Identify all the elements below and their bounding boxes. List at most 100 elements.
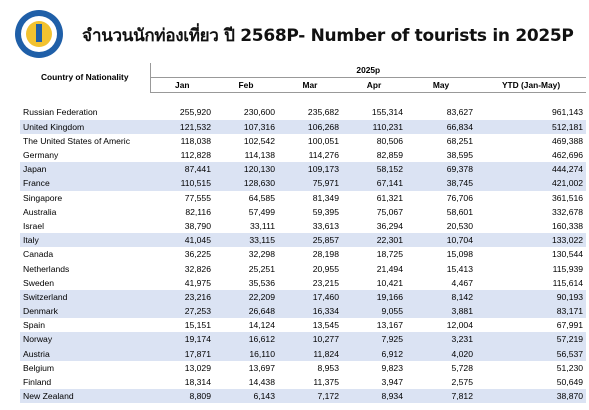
cell-value: 10,277: [278, 332, 342, 347]
row: The United States of Americ 118,038 102,54…: [20, 134, 586, 148]
cell-value: 82,116: [185, 206, 211, 217]
cell-value: 512,181: [476, 119, 587, 134]
cell-value: 5,728: [451, 362, 473, 373]
cell-value: 75,067: [376, 206, 403, 217]
country: The United States of Americ: [23, 135, 130, 146]
cell-value: 332,678: [551, 206, 584, 217]
cell-value: 15,413: [446, 263, 473, 274]
cell-value: 27,253: [150, 304, 214, 319]
cell-value: 13,697: [248, 362, 275, 373]
cell-value: 112,828: [180, 150, 211, 161]
cell-value: 61,321: [376, 192, 403, 203]
cell-value: 41,975: [184, 277, 211, 288]
country: Belgium: [23, 362, 55, 373]
cell-value: 36,225: [184, 249, 211, 260]
row: Denmark 27,253 26,648 16,334 9,055 3,881 83,17…: [20, 304, 587, 319]
column-header: Mar: [278, 77, 342, 94]
cell-value: 118,038: [180, 135, 211, 146]
cell-value: 57,219: [476, 332, 587, 347]
row: Japan 87,441 120,130 109,173 58,152 69,378 444…: [20, 162, 587, 177]
country: Switzerland: [20, 289, 150, 304]
cell-value: 32,826: [184, 263, 211, 274]
cell-value: 51,230: [556, 362, 584, 373]
cell-value: 2,575: [451, 377, 473, 388]
cell-value: 80,506: [376, 135, 403, 146]
cell-value: 160,338: [551, 220, 584, 231]
cell-value: 14,124: [248, 320, 275, 331]
cell-value: 121,532: [150, 119, 214, 134]
cell-value: 13,167: [376, 320, 403, 331]
country: Italy: [20, 233, 150, 248]
cell-value: 4,020: [406, 346, 476, 361]
cell-value: 8,953: [317, 362, 339, 373]
row: Singapore 77,555 64,585 81,349 61,321 76,706 3…: [20, 191, 586, 205]
country: Norway: [20, 332, 150, 347]
row: Israel 38,790 33,111 33,613 36,294 20,530 160,…: [20, 219, 586, 233]
cell-value: 23,215: [312, 277, 339, 288]
cell-value: 57,499: [248, 206, 275, 217]
cell-value: 235,682: [307, 107, 339, 118]
cell-value: 17,460: [278, 289, 342, 304]
cell-value: 110,231: [342, 119, 406, 134]
column-header: YTD (Jan-May): [476, 77, 587, 94]
cell-value: 23,216: [150, 289, 214, 304]
cell-value: 83,627: [446, 107, 473, 118]
cell-value: 11,375: [313, 377, 339, 388]
cell-value: 7,925: [342, 332, 406, 347]
row: Canada 36,225 32,298 28,198 18,725 15,098 130,…: [20, 247, 586, 261]
cell-value: 155,314: [371, 107, 403, 118]
country: Japan: [20, 162, 150, 177]
logo: [15, 10, 63, 58]
cell-value: 15,098: [446, 249, 473, 260]
row: Norway 19,174 16,612 10,277 7,925 3,231 57,219: [20, 332, 587, 347]
country: Finland: [23, 377, 52, 388]
cell-value: 38,790: [184, 220, 211, 231]
cell-value: 9,823: [381, 362, 403, 373]
cell-value: 38,870: [476, 389, 587, 404]
cell-value: 33,115: [214, 233, 278, 248]
country: New Zealand: [20, 389, 150, 404]
country: Sweden: [23, 277, 55, 288]
cell-value: 115,939: [552, 263, 584, 274]
cell-value: 109,173: [278, 162, 342, 177]
cell-value: 115,614: [552, 277, 584, 288]
cell-value: 66,834: [406, 119, 476, 134]
cell-value: 77,555: [184, 192, 211, 203]
table: Country of Nationality 2025p Jan Feb Mar Ap…: [20, 63, 587, 404]
cell-value: 16,110: [214, 346, 278, 361]
row: Russian Federation 255,920 230,600 235,682 1…: [20, 105, 586, 119]
cell-value: 10,704: [406, 233, 476, 248]
row: Spain 15,151 14,124 13,545 13,167 12,004 67,99…: [20, 318, 586, 332]
cell-value: 3,947: [381, 377, 403, 388]
cell-value: 67,991: [556, 320, 584, 331]
cell-value: 28,198: [312, 249, 339, 260]
cell-value: 106,268: [278, 119, 342, 134]
row: Belgium 13,029 13,697 8,953 9,823 5,728 51,230: [20, 361, 586, 375]
row: Austria 17,871 16,110 11,824 6,912 4,020 56,53…: [20, 346, 587, 361]
cell-value: 21,494: [376, 263, 403, 274]
country: Canada: [23, 249, 54, 260]
cell-value: 421,002: [476, 176, 587, 191]
cell-value: 16,334: [278, 304, 342, 319]
cell-value: 128,630: [214, 176, 278, 191]
row: Australia 82,116 57,499 59,395 75,067 58,601 3…: [20, 205, 586, 219]
cell-value: 16,612: [214, 332, 278, 347]
period-header: 2025p: [150, 63, 587, 79]
row: Sweden 41,975 35,536 23,215 10,421 4,467 115,6…: [20, 276, 586, 290]
cell-value: 33,613: [312, 220, 339, 231]
cell-value: 11,824: [278, 346, 342, 361]
cell-value: 22,209: [214, 289, 278, 304]
cell-value: 20,530: [446, 220, 473, 231]
cell-value: 114,138: [244, 150, 275, 161]
cell-value: 56,537: [476, 346, 587, 361]
cell-value: 8,934: [342, 389, 406, 404]
country: Spain: [23, 320, 45, 331]
cell-value: 14,438: [248, 377, 275, 388]
country: Israel: [23, 220, 45, 231]
cell-value: 19,166: [342, 289, 406, 304]
cell-value: 81,349: [312, 192, 339, 203]
cell-value: 4,467: [451, 277, 473, 288]
column-header: Feb: [214, 77, 278, 94]
cell-value: 64,585: [248, 192, 275, 203]
